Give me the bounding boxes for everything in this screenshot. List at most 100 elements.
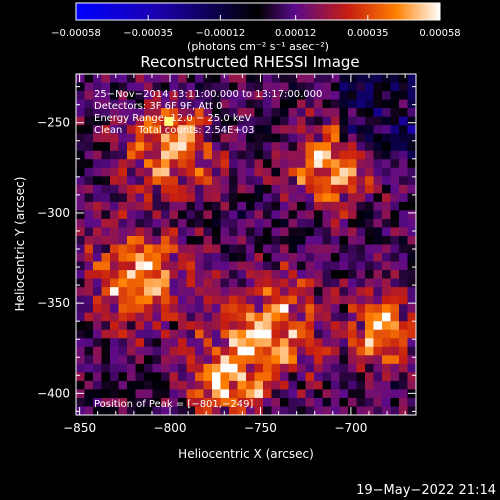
heatmap-cell	[229, 167, 238, 177]
heatmap-cell	[84, 167, 94, 177]
heatmap-cell	[212, 372, 221, 382]
heatmap-cell	[178, 304, 187, 314]
heatmap-cell	[399, 406, 408, 415]
heatmap-cell	[195, 312, 204, 322]
heatmap-cell	[169, 74, 179, 83]
heatmap-cell	[195, 372, 204, 382]
heatmap-cell	[237, 201, 247, 211]
heatmap-cell	[280, 91, 289, 100]
heatmap-cell	[135, 389, 145, 399]
heatmap-cell	[246, 329, 255, 339]
heatmap-cell	[220, 261, 230, 271]
heatmap-cell	[254, 380, 264, 390]
heatmap-cell	[356, 372, 366, 382]
heatmap-cell	[161, 312, 170, 322]
heatmap-cell	[382, 244, 391, 254]
heatmap-cell	[127, 329, 136, 339]
heatmap-cell	[254, 287, 264, 297]
heatmap-cell	[118, 329, 128, 339]
heatmap-cell	[237, 184, 247, 194]
heatmap-cell	[407, 304, 416, 314]
heatmap-cell	[348, 329, 357, 339]
heatmap-cell	[254, 338, 264, 348]
heatmap-cell	[254, 346, 264, 356]
heatmap-cell	[84, 278, 94, 288]
heatmap-cell	[127, 99, 136, 109]
heatmap-cell	[314, 235, 323, 245]
heatmap-cell	[407, 380, 416, 390]
heatmap-cell	[288, 91, 298, 100]
heatmap-cell	[280, 176, 289, 186]
heatmap-cell	[297, 304, 306, 314]
heatmap-cell	[110, 346, 119, 356]
heatmap-cell	[110, 380, 119, 390]
heatmap-cell	[144, 99, 153, 109]
heatmap-cell	[314, 74, 323, 83]
heatmap-cell	[203, 193, 213, 203]
heatmap-cell	[356, 99, 366, 109]
heatmap-cell	[135, 287, 145, 297]
heatmap-cell	[322, 193, 332, 203]
heatmap-cell	[314, 184, 323, 194]
heatmap-cell	[339, 321, 349, 331]
heatmap-cell	[280, 159, 289, 169]
heatmap-cell	[314, 380, 323, 390]
heatmap-cell	[407, 91, 416, 100]
heatmap-cell	[161, 133, 170, 143]
heatmap-cell	[186, 355, 196, 365]
heatmap-cell	[152, 201, 162, 211]
heatmap-cell	[246, 99, 255, 109]
axis-ticks: −850 −800 −750 −700−250−300−350−400	[37, 74, 416, 435]
heatmap-cell	[118, 304, 128, 314]
heatmap-cell	[322, 74, 332, 83]
heatmap-cell	[101, 159, 111, 169]
heatmap-cell	[339, 125, 349, 135]
heatmap-cell	[118, 338, 128, 348]
heatmap-cell	[407, 150, 416, 160]
heatmap-cell	[288, 321, 298, 331]
heatmap-cell	[186, 253, 196, 262]
heatmap-cell	[178, 82, 187, 92]
heatmap-cell	[195, 346, 204, 356]
heatmap-cell	[390, 210, 400, 220]
heatmap-cell	[322, 218, 332, 228]
heatmap-cell	[288, 244, 298, 254]
heatmap-cell	[220, 210, 230, 220]
heatmap-cell	[161, 184, 170, 194]
heatmap-cell	[76, 372, 85, 382]
heatmap-cell	[195, 159, 204, 169]
heatmap-cell	[212, 244, 221, 254]
heatmap-cell	[356, 167, 366, 177]
heatmap-cell	[169, 91, 179, 100]
heatmap-cell	[110, 287, 119, 297]
heatmap-cell	[339, 210, 349, 220]
heatmap-cell	[135, 338, 145, 348]
heatmap-cell	[212, 227, 221, 237]
heatmap-cell	[84, 397, 94, 407]
heatmap-cell	[84, 99, 94, 109]
heatmap-cell	[297, 261, 306, 271]
heatmap-cell	[297, 235, 306, 245]
x-tick-label: −750	[244, 421, 277, 435]
heatmap-cell	[229, 321, 238, 331]
heatmap-cell	[152, 406, 162, 415]
heatmap-cell	[263, 74, 272, 83]
heatmap-cell	[229, 253, 238, 262]
heatmap-cell	[390, 159, 400, 169]
heatmap-cell	[356, 91, 366, 100]
heatmap-cell	[314, 210, 323, 220]
heatmap-cell	[297, 253, 306, 262]
heatmap-cell	[186, 338, 196, 348]
heatmap-cell	[280, 235, 289, 245]
heatmap-cell	[322, 142, 332, 152]
heatmap-cell	[76, 304, 85, 314]
heatmap-cell	[314, 372, 323, 382]
heatmap-cell	[237, 389, 247, 399]
heatmap-cell	[84, 159, 94, 169]
heatmap-cell	[314, 91, 323, 100]
heatmap-cell	[399, 346, 408, 356]
heatmap-cell	[93, 397, 102, 407]
heatmap-cell	[110, 210, 119, 220]
heatmap-cell	[212, 108, 221, 118]
heatmap-cell	[101, 363, 111, 373]
